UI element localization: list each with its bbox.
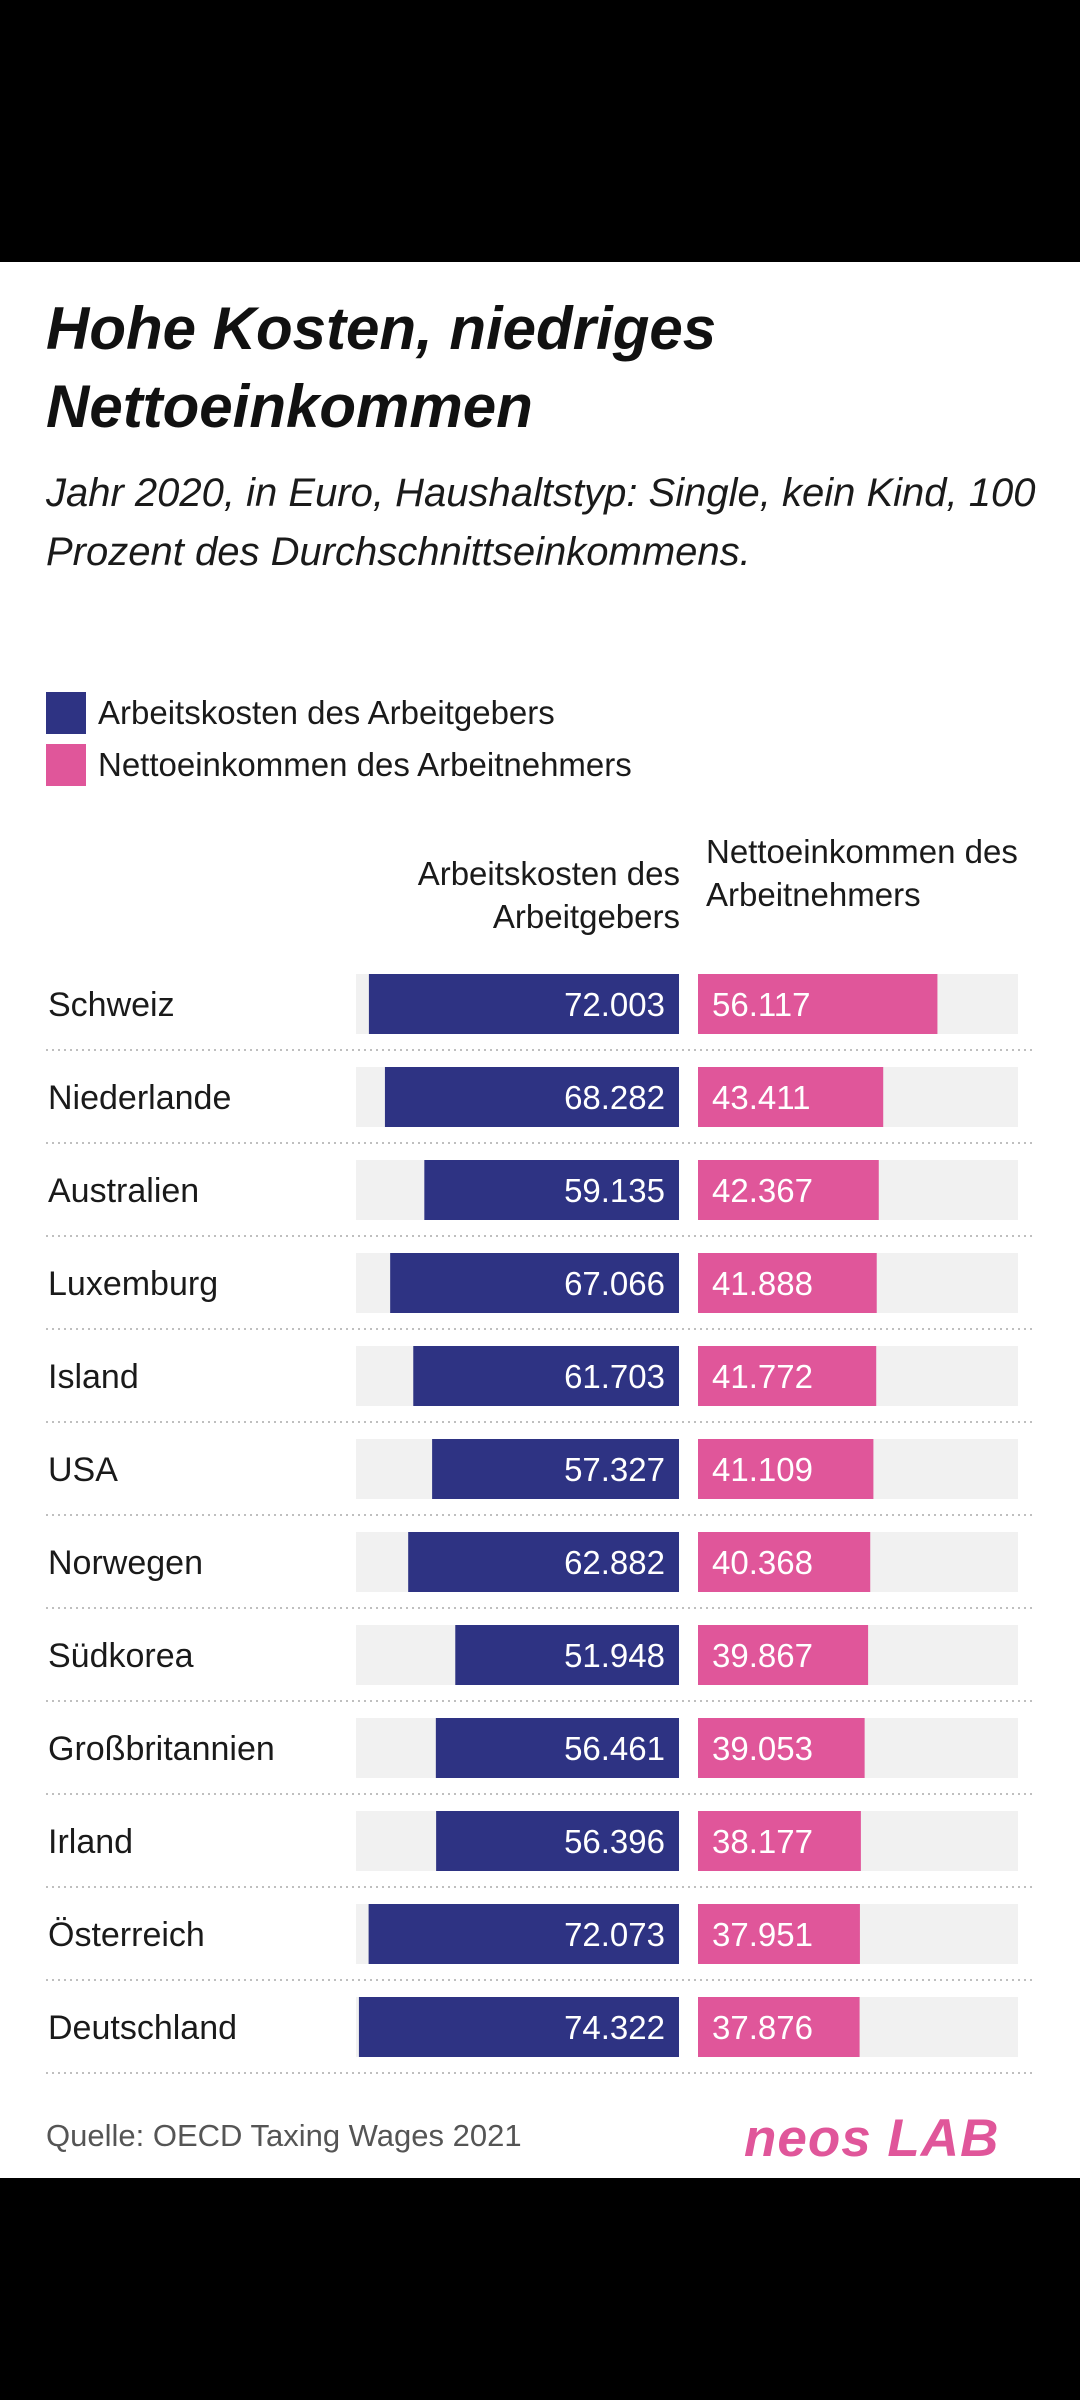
- source-note: Quelle: OECD Taxing Wages 2021: [46, 2118, 522, 2153]
- column-header-employer-costs: Arbeitskosten des Arbeitgebers: [417, 855, 680, 935]
- bar-employer-schweiz: [368, 974, 679, 1034]
- data-label-employer-oesterreich: 72.073: [564, 1916, 665, 1953]
- bar-employer-deutschland: [358, 1997, 679, 2057]
- bar-employer-usa: [432, 1439, 679, 1499]
- category-label-usa: USA: [48, 1451, 118, 1489]
- category-label-australien: Australien: [48, 1172, 199, 1210]
- category-label-irland: Irland: [48, 1823, 133, 1861]
- bar-net-schweiz: [698, 974, 938, 1034]
- bar-employer-luxemburg: [390, 1253, 679, 1313]
- category-label-luxemburg: Luxemburg: [48, 1265, 218, 1303]
- data-label-net-norwegen: 40.368: [712, 1544, 813, 1581]
- legend-swatch-net-income: [46, 744, 86, 786]
- category-label-suedkorea: Südkorea: [48, 1637, 194, 1675]
- legend-item-employer-costs: Arbeitskosten des Arbeitgebers: [46, 692, 555, 734]
- category-label-oesterreich: Österreich: [48, 1916, 205, 1954]
- data-label-employer-irland: 56.396: [564, 1823, 665, 1860]
- data-label-employer-luxemburg: 67.066: [564, 1265, 665, 1302]
- bar-net-norwegen: [698, 1532, 871, 1592]
- data-label-employer-niederlande: 68.282: [564, 1079, 665, 1116]
- category-label-deutschland: Deutschland: [48, 2009, 237, 2047]
- data-label-employer-norwegen: 62.882: [564, 1544, 665, 1581]
- chart-card: Hohe Kosten, niedriges Nettoeinkommen Ja…: [0, 262, 1080, 2178]
- column-header-net-income: Nettoeinkommen des Arbeitnehmers: [706, 833, 1018, 913]
- bar-employer-niederlande: [384, 1067, 679, 1127]
- data-label-net-niederlande: 43.411: [712, 1079, 810, 1116]
- data-label-employer-deutschland: 74.322: [564, 2009, 665, 2046]
- data-label-net-luxemburg: 41.888: [712, 1265, 813, 1302]
- legend-swatch-employer-costs: [46, 692, 86, 734]
- data-label-employer-suedkorea: 51.948: [564, 1637, 665, 1674]
- data-label-net-irland: 38.177: [712, 1823, 813, 1860]
- category-label-norwegen: Norwegen: [48, 1544, 203, 1582]
- data-label-employer-usa: 57.327: [564, 1451, 665, 1488]
- bar-employer-irland: [436, 1811, 679, 1871]
- bar-net-niederlande: [698, 1067, 884, 1127]
- chart-title: Hohe Kosten, niedriges Nettoeinkommen: [46, 295, 717, 440]
- brand-logo: neos LAB: [744, 2109, 1000, 2168]
- data-label-employer-schweiz: 72.003: [564, 986, 665, 1023]
- bar-net-island: [698, 1346, 877, 1406]
- data-label-net-oesterreich: 37.951: [712, 1916, 813, 1953]
- data-label-net-schweiz: 56.117: [712, 986, 810, 1023]
- data-label-net-island: 41.772: [712, 1358, 813, 1395]
- bar-employer-norwegen: [408, 1532, 679, 1592]
- data-label-net-australien: 42.367: [712, 1172, 813, 1209]
- category-label-island: Island: [48, 1358, 139, 1396]
- category-label-niederlande: Niederlande: [48, 1079, 231, 1117]
- bar-net-oesterreich: [698, 1904, 860, 1964]
- bar-net-suedkorea: [698, 1625, 869, 1685]
- category-label-grossbritannien: Großbritannien: [48, 1730, 275, 1768]
- data-label-employer-island: 61.703: [564, 1358, 665, 1395]
- bar-net-australien: [698, 1160, 879, 1220]
- data-label-net-suedkorea: 39.867: [712, 1637, 813, 1674]
- legend-item-net-income: Nettoeinkommen des Arbeitnehmers: [46, 744, 632, 786]
- bar-chart: Schweiz 72.003 56.117 Niederlande 68.282 43.4…: [46, 974, 1032, 2074]
- bar-employer-suedkorea: [455, 1625, 679, 1685]
- chart-subtitle: Jahr 2020, in Euro, Haushaltstyp: Single…: [46, 471, 1036, 574]
- legend-label-employer-costs: Arbeitskosten des Arbeitgebers: [98, 694, 555, 731]
- data-label-net-grossbritannien: 39.053: [712, 1730, 813, 1767]
- data-label-employer-grossbritannien: 56.461: [564, 1730, 665, 1767]
- bar-employer-grossbritannien: [435, 1718, 679, 1778]
- bar-net-deutschland: [698, 1997, 860, 2057]
- bar-net-usa: [698, 1439, 874, 1499]
- data-label-net-deutschland: 37.876: [712, 2009, 813, 2046]
- bar-employer-island: [413, 1346, 679, 1406]
- data-label-net-usa: 41.109: [712, 1451, 813, 1488]
- bar-employer-oesterreich: [368, 1904, 679, 1964]
- bar-net-irland: [698, 1811, 861, 1871]
- data-label-employer-australien: 59.135: [564, 1172, 665, 1209]
- bar-employer-australien: [424, 1160, 679, 1220]
- bar-net-luxemburg: [698, 1253, 877, 1313]
- bar-net-grossbritannien: [698, 1718, 865, 1778]
- category-label-schweiz: Schweiz: [48, 986, 175, 1024]
- legend-label-net-income: Nettoeinkommen des Arbeitnehmers: [98, 746, 632, 783]
